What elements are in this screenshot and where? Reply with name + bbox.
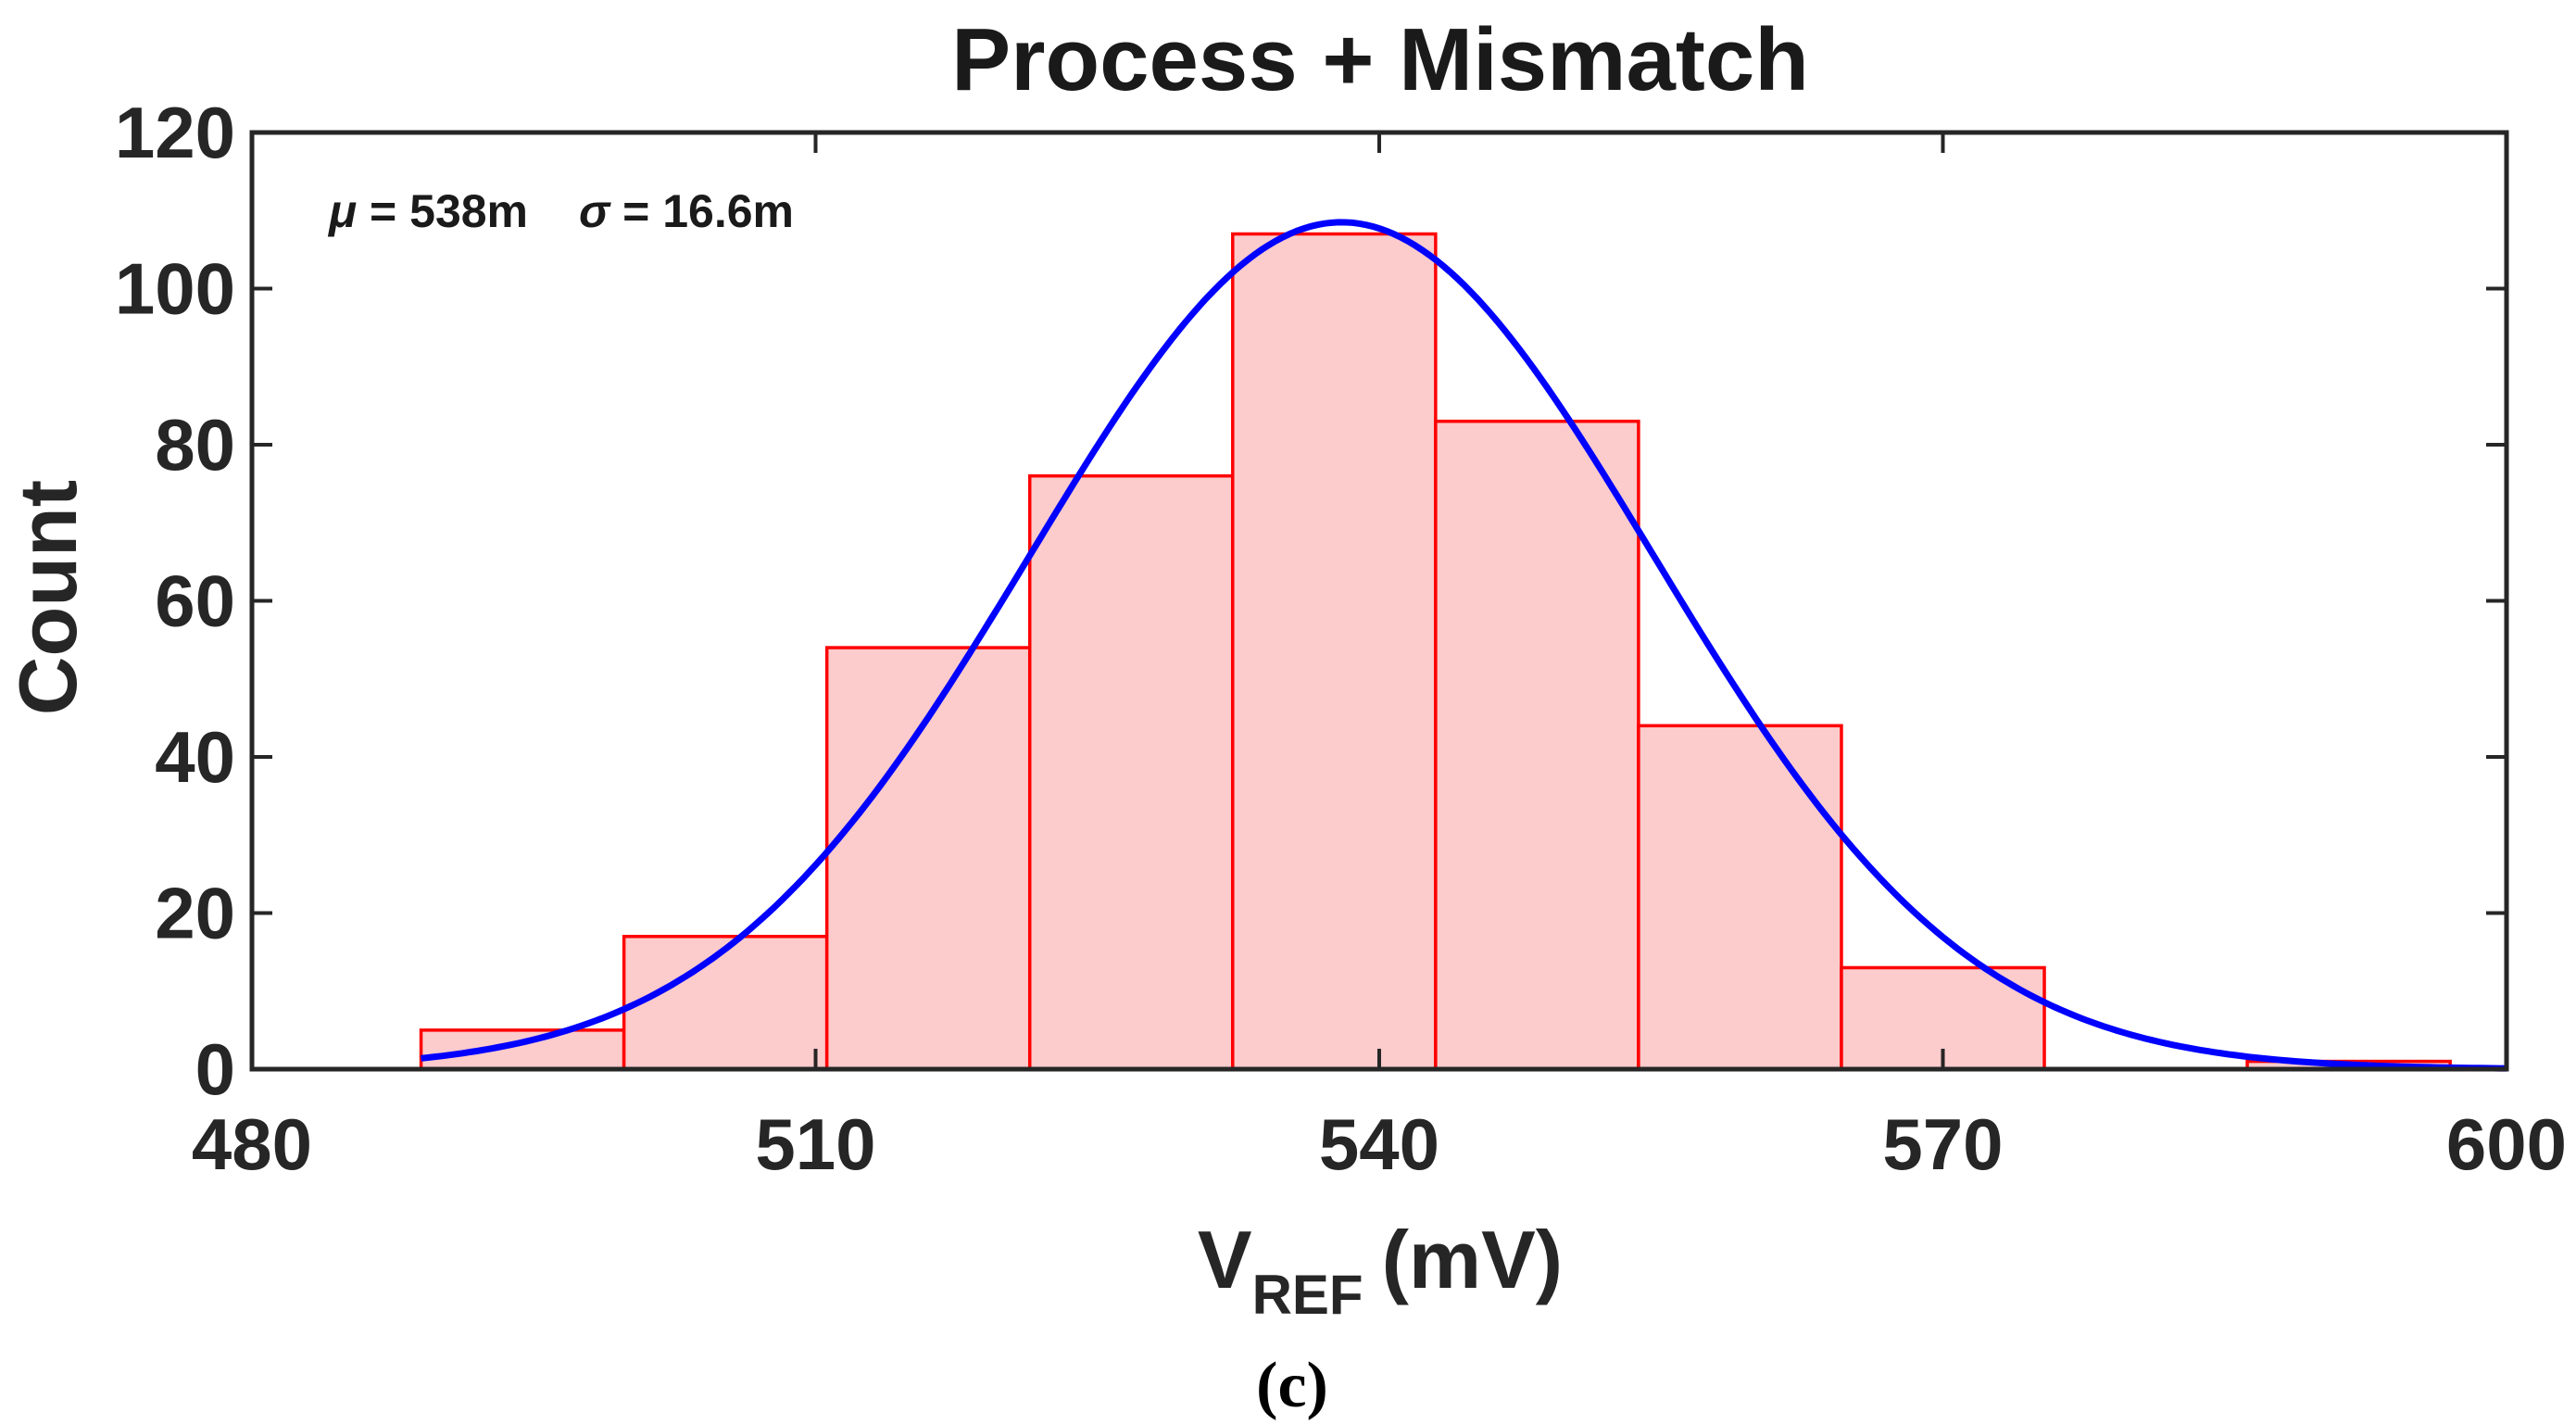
x-axis-label-subscript: REF [1252, 1264, 1363, 1326]
figure-caption: (c) [1256, 1350, 1328, 1421]
x-axis-label-unit: (mV) [1382, 1214, 1564, 1305]
histogram-bar-3 [824, 646, 1032, 1071]
x-tick-label: 540 [1319, 1103, 1439, 1185]
histogram-bar-1 [419, 1028, 626, 1071]
y-tick-label: 100 [115, 248, 235, 330]
histogram-bar-4 [1027, 473, 1235, 1071]
histogram-bar-6 [1434, 419, 1640, 1071]
histogram-bar-7 [1637, 724, 1843, 1071]
y-tick-labels: 0 20 40 60 80 100 120 [115, 92, 235, 1110]
sigma-symbol: σ [579, 185, 611, 237]
histogram-bars [419, 232, 2452, 1071]
tick-marks [250, 131, 2508, 1071]
x-tick-labels: 480 510 540 570 600 [192, 1103, 2567, 1185]
y-axis-label: Count [2, 480, 94, 715]
sigma-value: = 16.6m [609, 185, 794, 237]
y-tick-label: 40 [155, 716, 235, 798]
y-tick-label: 60 [155, 561, 235, 642]
x-tick-label: 480 [192, 1103, 312, 1185]
y-tick-label: 0 [195, 1028, 235, 1110]
y-tick-label: 80 [155, 404, 235, 485]
x-tick-label: 510 [755, 1103, 875, 1185]
mu-symbol: μ [327, 185, 357, 237]
stats-annotation: μ = 538m σ = 16.6m [327, 185, 794, 237]
normal-fit-curve [421, 219, 2507, 1072]
y-tick-label: 20 [155, 873, 235, 954]
mu-value: = 538m [357, 185, 528, 237]
y-tick-label: 120 [115, 92, 235, 173]
histogram-bar-5 [1231, 232, 1438, 1071]
x-tick-label: 600 [2446, 1103, 2567, 1185]
histogram-bar-2 [622, 935, 829, 1071]
chart-title: Process + Mismatch [951, 10, 1809, 109]
x-tick-label: 570 [1882, 1103, 2003, 1185]
x-axis-label: VREF (mV) [1198, 1214, 1563, 1326]
x-axis-label-main: V [1198, 1214, 1252, 1305]
